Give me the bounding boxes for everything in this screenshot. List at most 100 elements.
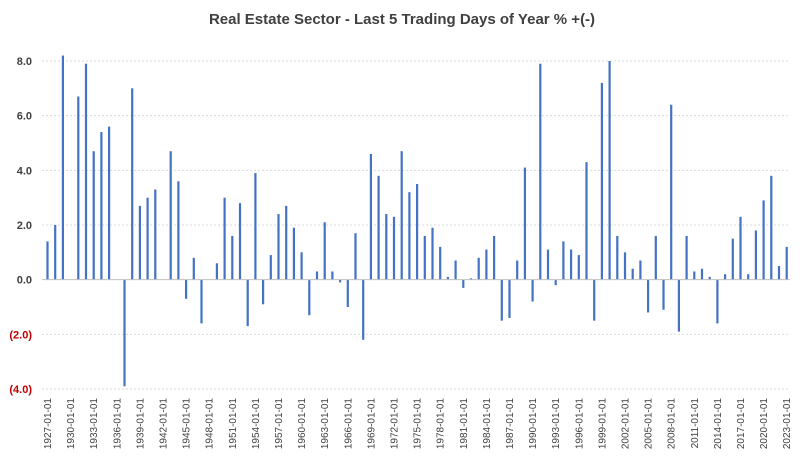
bar-1997 xyxy=(585,162,588,280)
x-tick-label: 1957-01-01 xyxy=(274,398,285,450)
y-tick-label: 0.0 xyxy=(17,275,32,287)
bar-2005 xyxy=(647,279,650,313)
bar-1931 xyxy=(77,96,80,280)
x-tick-label: 1975-01-01 xyxy=(413,398,424,450)
x-tick-label: 2020-01-01 xyxy=(759,398,770,450)
y-tick-label: 4.0 xyxy=(17,165,32,177)
bar-1961 xyxy=(308,279,311,316)
bar-1965 xyxy=(339,279,342,283)
bar-1951 xyxy=(231,235,234,280)
x-tick-label: 1939-01-01 xyxy=(135,398,146,450)
bar-1947 xyxy=(200,279,203,324)
bar-1992 xyxy=(546,249,550,280)
bar-2011 xyxy=(693,271,696,280)
bar-1980 xyxy=(454,260,457,280)
y-tick-label: 2.0 xyxy=(17,220,32,232)
bar-2012 xyxy=(700,268,704,280)
bar-1946 xyxy=(192,257,195,280)
bar-1969 xyxy=(369,153,372,280)
x-tick-label: 1963-01-01 xyxy=(320,398,331,450)
bar-2010 xyxy=(685,235,688,280)
bar-1974 xyxy=(408,192,411,280)
x-tick-label: 1930-01-01 xyxy=(66,398,77,450)
bar-2020 xyxy=(762,200,765,280)
x-tick-label: 1987-01-01 xyxy=(505,398,516,450)
bar-2017 xyxy=(739,216,742,280)
x-tick-label: 1999-01-01 xyxy=(597,398,608,450)
bar-2003 xyxy=(631,268,634,280)
bar-1949 xyxy=(215,263,218,280)
x-tick-label: 1969-01-01 xyxy=(366,398,377,450)
x-tick-label: 2008-01-01 xyxy=(667,398,678,450)
bar-1933 xyxy=(92,151,95,280)
bar-1963 xyxy=(323,222,326,280)
bar-1959 xyxy=(292,227,295,280)
bar-1957 xyxy=(277,214,280,280)
bar-1958 xyxy=(285,205,288,280)
bar-1990 xyxy=(531,279,534,302)
bar-1975 xyxy=(416,184,419,280)
bar-1999 xyxy=(600,82,603,280)
bar-1928 xyxy=(54,225,57,280)
x-tick-label: 1945-01-01 xyxy=(182,398,193,450)
bar-2023 xyxy=(785,246,788,280)
bar-1988 xyxy=(516,260,519,280)
bar-2021 xyxy=(770,175,773,280)
bar-2014 xyxy=(716,279,719,324)
bar-1989 xyxy=(523,167,526,280)
bar-2004 xyxy=(639,260,642,280)
bar-1956 xyxy=(269,255,272,280)
bar-1943 xyxy=(169,151,172,280)
x-tick-label: 1966-01-01 xyxy=(343,398,354,450)
y-tick-label: (4.0) xyxy=(9,384,32,396)
bar-1964 xyxy=(331,271,334,280)
bar-1967 xyxy=(354,233,357,280)
bar-1985 xyxy=(493,235,496,280)
bar-1962 xyxy=(315,271,319,280)
bar-1960 xyxy=(300,252,303,280)
bar-2019 xyxy=(754,230,757,280)
bar-1991 xyxy=(539,63,542,280)
x-tick-label: 2002-01-01 xyxy=(621,398,632,450)
bar-2022 xyxy=(777,266,781,280)
x-axis-ticks: 1927-01-01 1930-01-01 1933-01-01 1936-01-01… xyxy=(43,398,793,450)
bar-1966 xyxy=(346,279,349,307)
x-tick-label: 1927-01-01 xyxy=(43,398,54,450)
bar-1945 xyxy=(185,279,188,299)
bar-1954 xyxy=(254,173,257,280)
y-tick-label: 8.0 xyxy=(17,56,32,68)
bar-2015 xyxy=(724,274,727,280)
x-tick-label: 1960-01-01 xyxy=(297,398,308,450)
bar-2002 xyxy=(623,252,627,280)
bar-1970 xyxy=(377,175,380,280)
y-tick-label: (2.0) xyxy=(9,329,32,341)
x-tick-label: 1981-01-01 xyxy=(459,398,470,450)
x-tick-label: 2017-01-01 xyxy=(736,398,747,450)
bar-1927 xyxy=(46,241,49,280)
bar-1977 xyxy=(431,227,434,280)
bar-1987 xyxy=(508,279,511,318)
bar-2008 xyxy=(670,104,673,280)
bar-1981 xyxy=(462,279,465,288)
x-tick-label: 2023-01-01 xyxy=(782,398,793,450)
y-axis-ticks: 8.0 6.0 4.0 2.0 0.0 (2.0) (4.0) xyxy=(9,56,32,396)
x-tick-label: 1948-01-01 xyxy=(205,398,216,450)
bar-1937 xyxy=(123,279,126,387)
bar-2007 xyxy=(662,279,665,310)
bar-1984 xyxy=(485,249,488,280)
bar-2000 xyxy=(608,61,611,280)
bar-1932 xyxy=(84,63,88,280)
bar-1940 xyxy=(146,197,149,280)
bar-1938 xyxy=(131,88,134,280)
x-tick-label: 1972-01-01 xyxy=(390,398,401,450)
bar-2006 xyxy=(654,235,657,280)
x-tick-label: 1954-01-01 xyxy=(251,398,262,450)
x-tick-label: 2011-01-01 xyxy=(690,398,701,449)
x-tick-label: 1990-01-01 xyxy=(528,398,539,450)
bar-1973 xyxy=(400,151,403,280)
x-tick-label: 2005-01-01 xyxy=(644,398,655,450)
bar-1979 xyxy=(446,276,449,280)
bar-1929 xyxy=(61,55,64,280)
x-tick-label: 1984-01-01 xyxy=(482,398,493,450)
